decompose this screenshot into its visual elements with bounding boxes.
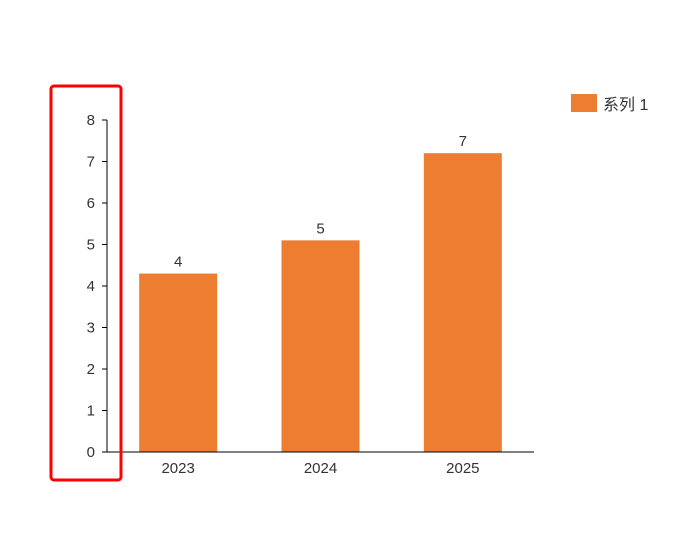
- x-tick-label-2023: 2023: [161, 460, 194, 477]
- y-tick-label: 3: [87, 320, 95, 337]
- y-axis: 0 1 2 3 4 5 6 7 8: [87, 112, 108, 461]
- bar-2023: [139, 273, 218, 452]
- y-tick-label: 2: [87, 361, 95, 378]
- x-axis: 2023 2024 2025: [107, 451, 534, 477]
- y-tick-label: 8: [87, 112, 95, 129]
- y-tick-label: 7: [87, 154, 95, 171]
- y-tick-label: 6: [87, 195, 95, 212]
- y-tick-label: 0: [87, 444, 95, 461]
- y-tick-label: 5: [87, 237, 95, 254]
- legend-swatch-series-1: [571, 94, 597, 112]
- x-tick-label-2024: 2024: [304, 460, 337, 477]
- data-label-2025: 7: [459, 133, 467, 150]
- legend: 系列 1: [571, 91, 648, 115]
- y-axis-highlight-box: [49, 84, 123, 482]
- bars: 4 5 7: [139, 133, 502, 452]
- data-label-2023: 4: [174, 254, 182, 271]
- x-tick-label-2025: 2025: [446, 460, 479, 477]
- bar-2024: [281, 240, 360, 452]
- data-label-2024: 5: [316, 220, 324, 237]
- bar-2025: [423, 153, 502, 452]
- y-tick-label: 4: [87, 278, 95, 295]
- legend-label-series-1: 系列 1: [603, 97, 649, 114]
- y-tick-label: 1: [87, 403, 95, 420]
